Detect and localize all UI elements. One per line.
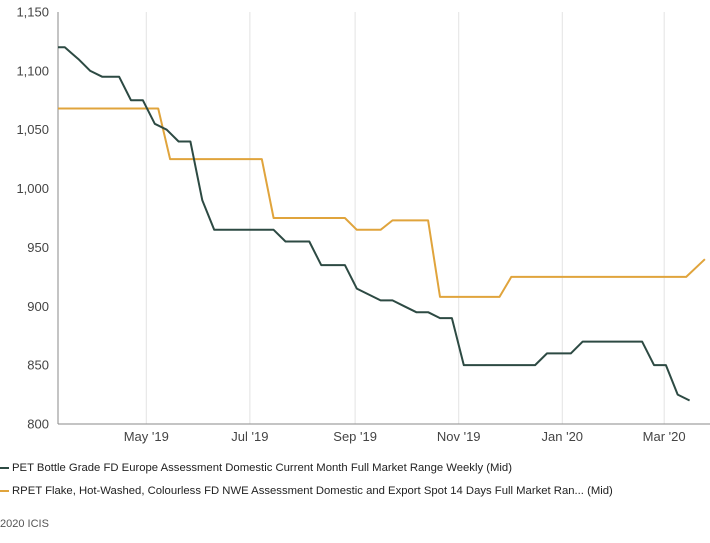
y-tick-label: 1,100 xyxy=(16,63,49,78)
chart-tick-labels: May '19 Jul '19 Sep '19 Nov '19 Jan '20 Mar '… xyxy=(16,5,685,445)
chart-axes xyxy=(57,12,710,425)
x-tick-label: Jul '19 xyxy=(231,429,268,444)
y-tick-label: 1,050 xyxy=(16,122,49,137)
y-tick-label: 1,000 xyxy=(16,181,49,196)
y-tick-label: 900 xyxy=(27,299,49,314)
legend-label-rpet-flake: RPET Flake, Hot-Washed, Colourless FD NW… xyxy=(12,485,613,497)
legend-item-pet-bottle[interactable]: PET Bottle Grade FD Europe Assessment Do… xyxy=(0,460,512,476)
chart-grid xyxy=(145,12,665,424)
series-line-rpet-flake[interactable] xyxy=(58,107,706,298)
x-tick-label: Nov '19 xyxy=(437,429,481,444)
x-tick-label: Sep '19 xyxy=(333,429,377,444)
x-tick-label: May '19 xyxy=(124,429,169,444)
copyright-text: 2020 ICIS xyxy=(0,518,49,530)
legend-label-pet-bottle: PET Bottle Grade FD Europe Assessment Do… xyxy=(12,462,512,474)
legend-item-rpet-flake[interactable]: RPET Flake, Hot-Washed, Colourless FD NW… xyxy=(0,483,613,499)
x-tick-label: Mar '20 xyxy=(643,429,686,444)
x-tick-label: Jan '20 xyxy=(542,429,584,444)
chart-series xyxy=(58,46,706,402)
y-tick-label: 850 xyxy=(27,358,49,373)
y-tick-label: 1,150 xyxy=(16,5,49,20)
y-tick-label: 800 xyxy=(27,417,49,432)
series-line-pet-bottle[interactable] xyxy=(58,46,691,402)
legend-swatch-pet-bottle xyxy=(0,467,9,469)
legend-swatch-rpet-flake xyxy=(0,490,9,492)
y-tick-label: 950 xyxy=(27,240,49,255)
